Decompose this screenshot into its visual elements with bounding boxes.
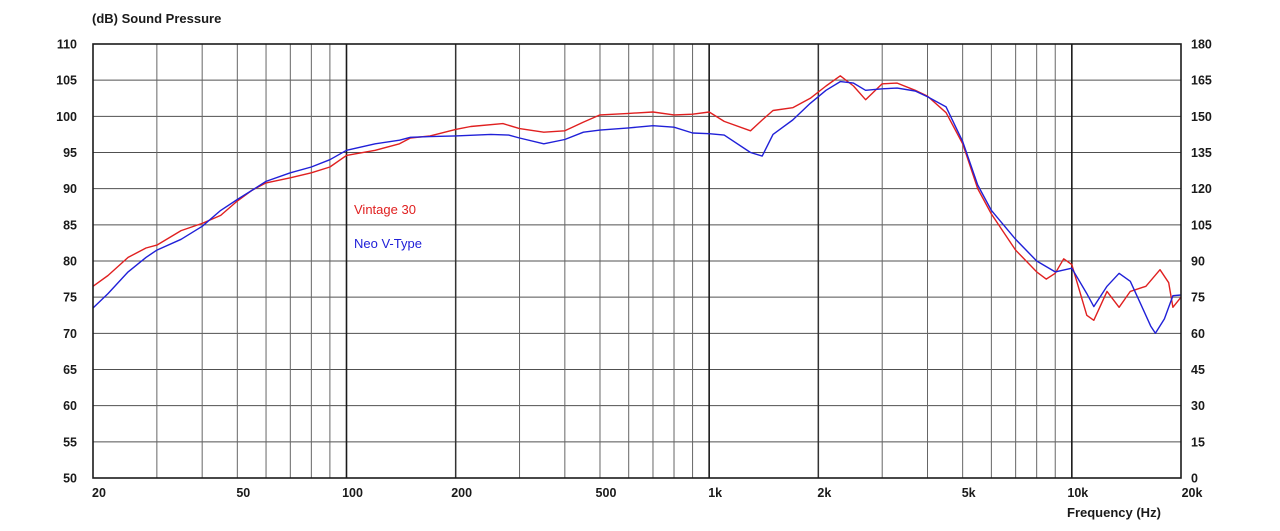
y-tick-label: 65 (63, 363, 77, 377)
plot-border (92, 43, 1182, 479)
y-tick-label: 85 (63, 218, 77, 232)
legend-neo-v-type: Neo V-Type (354, 236, 422, 251)
y2-tick-label: 30 (1191, 399, 1205, 413)
y-tick-label: 55 (63, 435, 77, 449)
series-layer (92, 75, 1182, 334)
legend-vintage-30: Vintage 30 (354, 202, 416, 217)
x-tick-label: 5k (962, 486, 976, 500)
x-axis-title: Frequency (Hz) (1067, 505, 1161, 520)
y-tick-label: 50 (63, 472, 77, 486)
plot-frame (92, 43, 1182, 479)
y2-tick-label: 150 (1191, 110, 1212, 124)
x-tick-label: 200 (451, 486, 472, 500)
x-tick-label: 10k (1067, 486, 1088, 500)
y2-tick-label: 60 (1191, 327, 1205, 341)
y2-tick-label: 165 (1191, 74, 1212, 88)
x-tick-label: 100 (342, 486, 363, 500)
y2-tick-label: 90 (1191, 255, 1205, 269)
y-tick-label: 75 (63, 291, 77, 305)
y-axis-title: (dB) Sound Pressure (92, 11, 221, 26)
y-tick-label: 80 (63, 255, 77, 269)
y2-tick-label: 75 (1191, 291, 1205, 305)
y2-tick-label: 120 (1191, 182, 1212, 196)
y-tick-label: 95 (63, 146, 77, 160)
y-tick-label: 60 (63, 399, 77, 413)
y2-tick-label: 180 (1191, 38, 1212, 52)
y-tick-label: 105 (56, 74, 77, 88)
tick-labels: 1101051009590858075706560555018016515013… (56, 38, 1212, 501)
x-tick-label: 20 (92, 486, 106, 500)
y-tick-label: 70 (63, 327, 77, 341)
x-tick-label: 50 (236, 486, 250, 500)
y2-tick-label: 0 (1191, 472, 1198, 486)
y2-tick-label: 15 (1191, 435, 1205, 449)
x-tick-label: 2k (817, 486, 831, 500)
x-tick-label: 20k (1182, 486, 1203, 500)
y-tick-label: 110 (57, 38, 77, 52)
x-tick-label: 500 (596, 486, 617, 500)
series-line-vintage-30 (92, 75, 1182, 321)
y2-tick-label: 105 (1191, 218, 1212, 232)
y-tick-label: 100 (56, 110, 77, 124)
series-line-neo-v-type (92, 80, 1182, 334)
x-tick-label: 1k (708, 486, 722, 500)
y2-tick-label: 135 (1191, 146, 1212, 160)
y-tick-label: 90 (63, 182, 77, 196)
y2-tick-label: 45 (1191, 363, 1205, 377)
grid (93, 43, 1181, 479)
